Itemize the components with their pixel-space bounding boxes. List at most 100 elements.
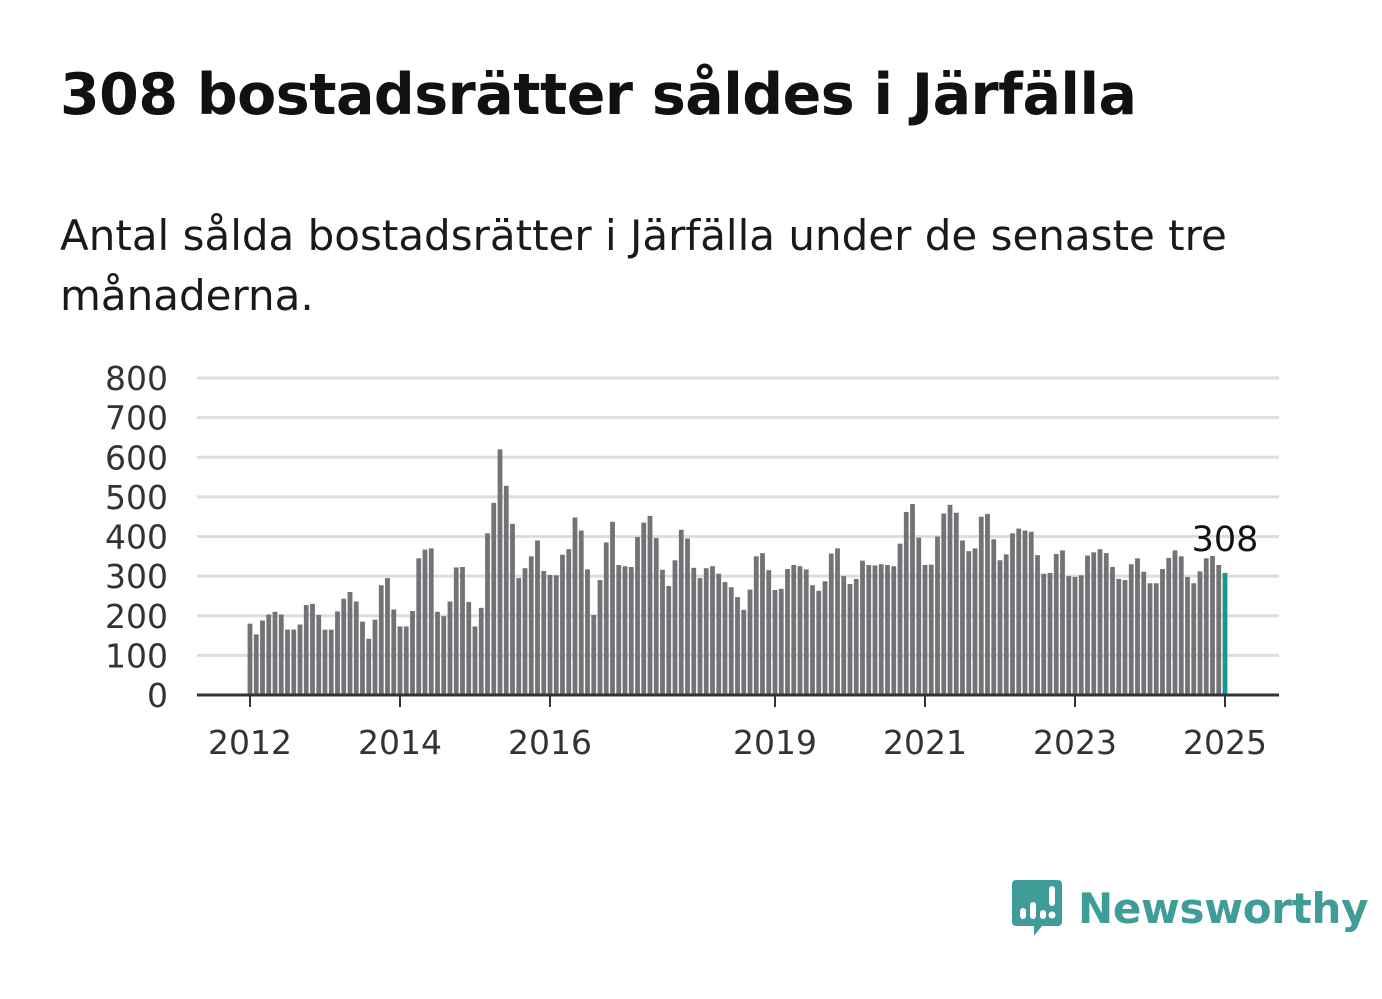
bar: [503, 485, 509, 695]
bar: [447, 601, 453, 695]
bar: [1060, 550, 1065, 695]
bar: [347, 591, 353, 695]
bar: [1047, 572, 1053, 695]
bar: [753, 556, 759, 695]
bar: [1185, 576, 1190, 695]
bar: [1097, 549, 1103, 695]
bar: [760, 553, 765, 695]
bar: [491, 502, 497, 695]
bar: [872, 565, 878, 695]
bar: [985, 513, 990, 695]
y-tick-label: 800: [105, 359, 168, 398]
bar: [853, 578, 859, 695]
bar: [541, 570, 547, 695]
bar: [403, 626, 409, 695]
bar: [1122, 580, 1128, 695]
bar: [916, 537, 922, 695]
bar: [453, 567, 459, 695]
bar: [547, 574, 553, 695]
bar: [635, 536, 640, 695]
bar: [835, 548, 840, 695]
bar: [922, 565, 928, 695]
bar: [410, 611, 415, 695]
bar: [685, 538, 690, 695]
bar: [1110, 567, 1115, 695]
bar: [597, 580, 603, 695]
brand-logo: Newsworthy: [1010, 878, 1368, 938]
bar: [785, 568, 790, 695]
bar: [316, 614, 322, 695]
bar: [978, 516, 984, 695]
bar: [460, 567, 465, 695]
bar: [1210, 555, 1215, 695]
bar: [366, 638, 372, 695]
bar: [1116, 578, 1122, 695]
bar: [1028, 531, 1034, 695]
bar: [341, 598, 347, 695]
newsworthy-logo-icon: [1012, 880, 1062, 936]
bar: [353, 601, 359, 695]
bar: [885, 565, 890, 695]
y-tick-label: 600: [105, 438, 168, 477]
bar: [528, 556, 534, 695]
bar: [416, 558, 422, 695]
bar: [897, 543, 903, 695]
bar: [722, 582, 728, 695]
bar: [1053, 553, 1059, 695]
bar: [803, 569, 809, 695]
bar: [603, 542, 609, 695]
bar: [572, 517, 578, 695]
bar: [285, 629, 290, 695]
bar: [653, 538, 659, 695]
bar: [697, 578, 703, 695]
chart-title: 308 bostadsrätter såldes i Järfälla: [60, 62, 1137, 128]
bar: [891, 566, 897, 695]
last-value-label: 308: [1192, 520, 1259, 560]
bar: [391, 609, 397, 695]
bar: [372, 619, 378, 695]
bar: [378, 585, 384, 695]
x-tick-label: 2012: [208, 723, 292, 762]
bar: [1066, 576, 1072, 696]
bar: [941, 513, 947, 695]
bar: [272, 611, 278, 695]
bar: [1103, 553, 1109, 695]
bar: [1172, 550, 1178, 695]
y-tick-label: 300: [105, 557, 168, 596]
chart-subtitle: Antal sålda bostadsrätter i Järfälla und…: [60, 211, 1227, 320]
bar: [1078, 575, 1084, 695]
bar: [728, 587, 734, 695]
y-tick-label: 0: [147, 676, 168, 715]
bar: [1128, 564, 1134, 695]
bar: [1091, 552, 1097, 695]
bar: [591, 614, 597, 695]
bar: [953, 512, 959, 695]
bar: [1141, 571, 1147, 695]
x-tick-label: 2023: [1033, 723, 1117, 762]
bar: [510, 523, 515, 695]
bar: [1160, 568, 1165, 695]
bar: [703, 568, 709, 695]
bar: [253, 634, 259, 695]
bar: [966, 551, 972, 695]
bar: [578, 530, 584, 695]
bar: [1166, 557, 1172, 695]
bar: [1085, 555, 1090, 695]
bar: [385, 578, 390, 695]
bar: [335, 611, 340, 695]
y-tick-label: 500: [105, 478, 168, 517]
bar: [441, 616, 447, 695]
bar: [797, 566, 803, 695]
bar: [841, 576, 847, 696]
bar: [360, 621, 365, 695]
bar: [641, 522, 647, 695]
bar: [1203, 558, 1209, 695]
bar: [1135, 558, 1140, 695]
bar: [566, 549, 572, 695]
bar: [497, 449, 503, 695]
bar: [741, 609, 747, 695]
bar: [1153, 583, 1159, 695]
bar: [647, 515, 653, 695]
